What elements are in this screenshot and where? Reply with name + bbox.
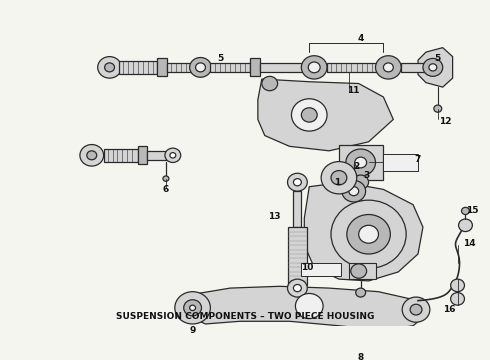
Text: 13: 13 xyxy=(269,212,281,221)
Text: 9: 9 xyxy=(190,326,196,335)
Bar xyxy=(210,63,250,72)
Text: 6: 6 xyxy=(163,185,169,194)
Bar xyxy=(250,58,260,76)
Text: 3: 3 xyxy=(364,171,370,180)
Circle shape xyxy=(190,58,211,77)
Circle shape xyxy=(342,180,366,202)
Bar xyxy=(349,263,376,279)
Circle shape xyxy=(459,219,472,231)
Circle shape xyxy=(104,63,115,72)
Circle shape xyxy=(351,264,367,278)
Circle shape xyxy=(308,62,320,73)
Bar xyxy=(260,63,309,72)
Circle shape xyxy=(410,304,422,315)
Circle shape xyxy=(292,99,327,131)
Circle shape xyxy=(80,144,103,166)
Polygon shape xyxy=(418,48,453,87)
Circle shape xyxy=(355,157,367,168)
Text: 10: 10 xyxy=(301,263,314,272)
Bar xyxy=(138,146,147,164)
Circle shape xyxy=(163,176,169,181)
Circle shape xyxy=(190,305,196,311)
Text: 11: 11 xyxy=(347,86,360,95)
Circle shape xyxy=(170,153,176,158)
Circle shape xyxy=(98,57,122,78)
Circle shape xyxy=(294,179,301,186)
Text: 14: 14 xyxy=(463,239,476,248)
Circle shape xyxy=(184,300,201,316)
Text: 1: 1 xyxy=(334,178,340,187)
Circle shape xyxy=(331,200,406,268)
Circle shape xyxy=(462,207,469,215)
Bar xyxy=(167,63,196,72)
Circle shape xyxy=(301,56,327,79)
Text: 2: 2 xyxy=(354,162,360,171)
Circle shape xyxy=(196,63,205,72)
Circle shape xyxy=(402,297,430,322)
Text: 8: 8 xyxy=(358,353,364,360)
Polygon shape xyxy=(258,79,393,151)
Bar xyxy=(294,191,301,227)
Circle shape xyxy=(451,279,465,292)
Circle shape xyxy=(288,173,307,191)
Circle shape xyxy=(429,64,437,71)
Text: 5: 5 xyxy=(217,54,223,63)
Circle shape xyxy=(359,225,378,243)
Bar xyxy=(401,63,426,72)
Circle shape xyxy=(288,279,307,297)
Circle shape xyxy=(331,171,347,185)
Circle shape xyxy=(386,331,391,335)
Circle shape xyxy=(175,292,210,324)
Circle shape xyxy=(356,288,366,297)
Text: 16: 16 xyxy=(443,305,456,314)
Bar xyxy=(383,153,418,171)
Bar xyxy=(103,149,138,162)
Circle shape xyxy=(375,56,401,79)
Text: 12: 12 xyxy=(440,117,452,126)
Circle shape xyxy=(294,284,301,292)
Circle shape xyxy=(423,58,443,76)
Circle shape xyxy=(321,162,357,194)
Circle shape xyxy=(349,187,359,196)
Polygon shape xyxy=(304,182,423,281)
Bar xyxy=(288,227,307,285)
Circle shape xyxy=(434,105,442,112)
Circle shape xyxy=(295,293,323,319)
Text: 4: 4 xyxy=(358,34,364,43)
Circle shape xyxy=(301,108,317,122)
Polygon shape xyxy=(186,286,426,330)
Circle shape xyxy=(165,148,181,162)
Bar xyxy=(301,263,341,275)
Circle shape xyxy=(262,76,278,91)
Circle shape xyxy=(353,175,368,189)
Text: SUSPENSION COMPONENTS – TWO PIECE HOUSING: SUSPENSION COMPONENTS – TWO PIECE HOUSIN… xyxy=(116,312,374,321)
Bar xyxy=(327,63,381,72)
Text: 5: 5 xyxy=(435,54,441,63)
Bar xyxy=(147,151,169,160)
Circle shape xyxy=(347,215,391,254)
Text: 15: 15 xyxy=(466,206,479,215)
Circle shape xyxy=(451,293,465,305)
Circle shape xyxy=(383,63,393,72)
Bar xyxy=(120,61,157,74)
Bar xyxy=(157,58,167,76)
Circle shape xyxy=(346,149,375,176)
Text: 7: 7 xyxy=(415,155,421,164)
Circle shape xyxy=(87,151,97,160)
Bar xyxy=(339,144,383,180)
